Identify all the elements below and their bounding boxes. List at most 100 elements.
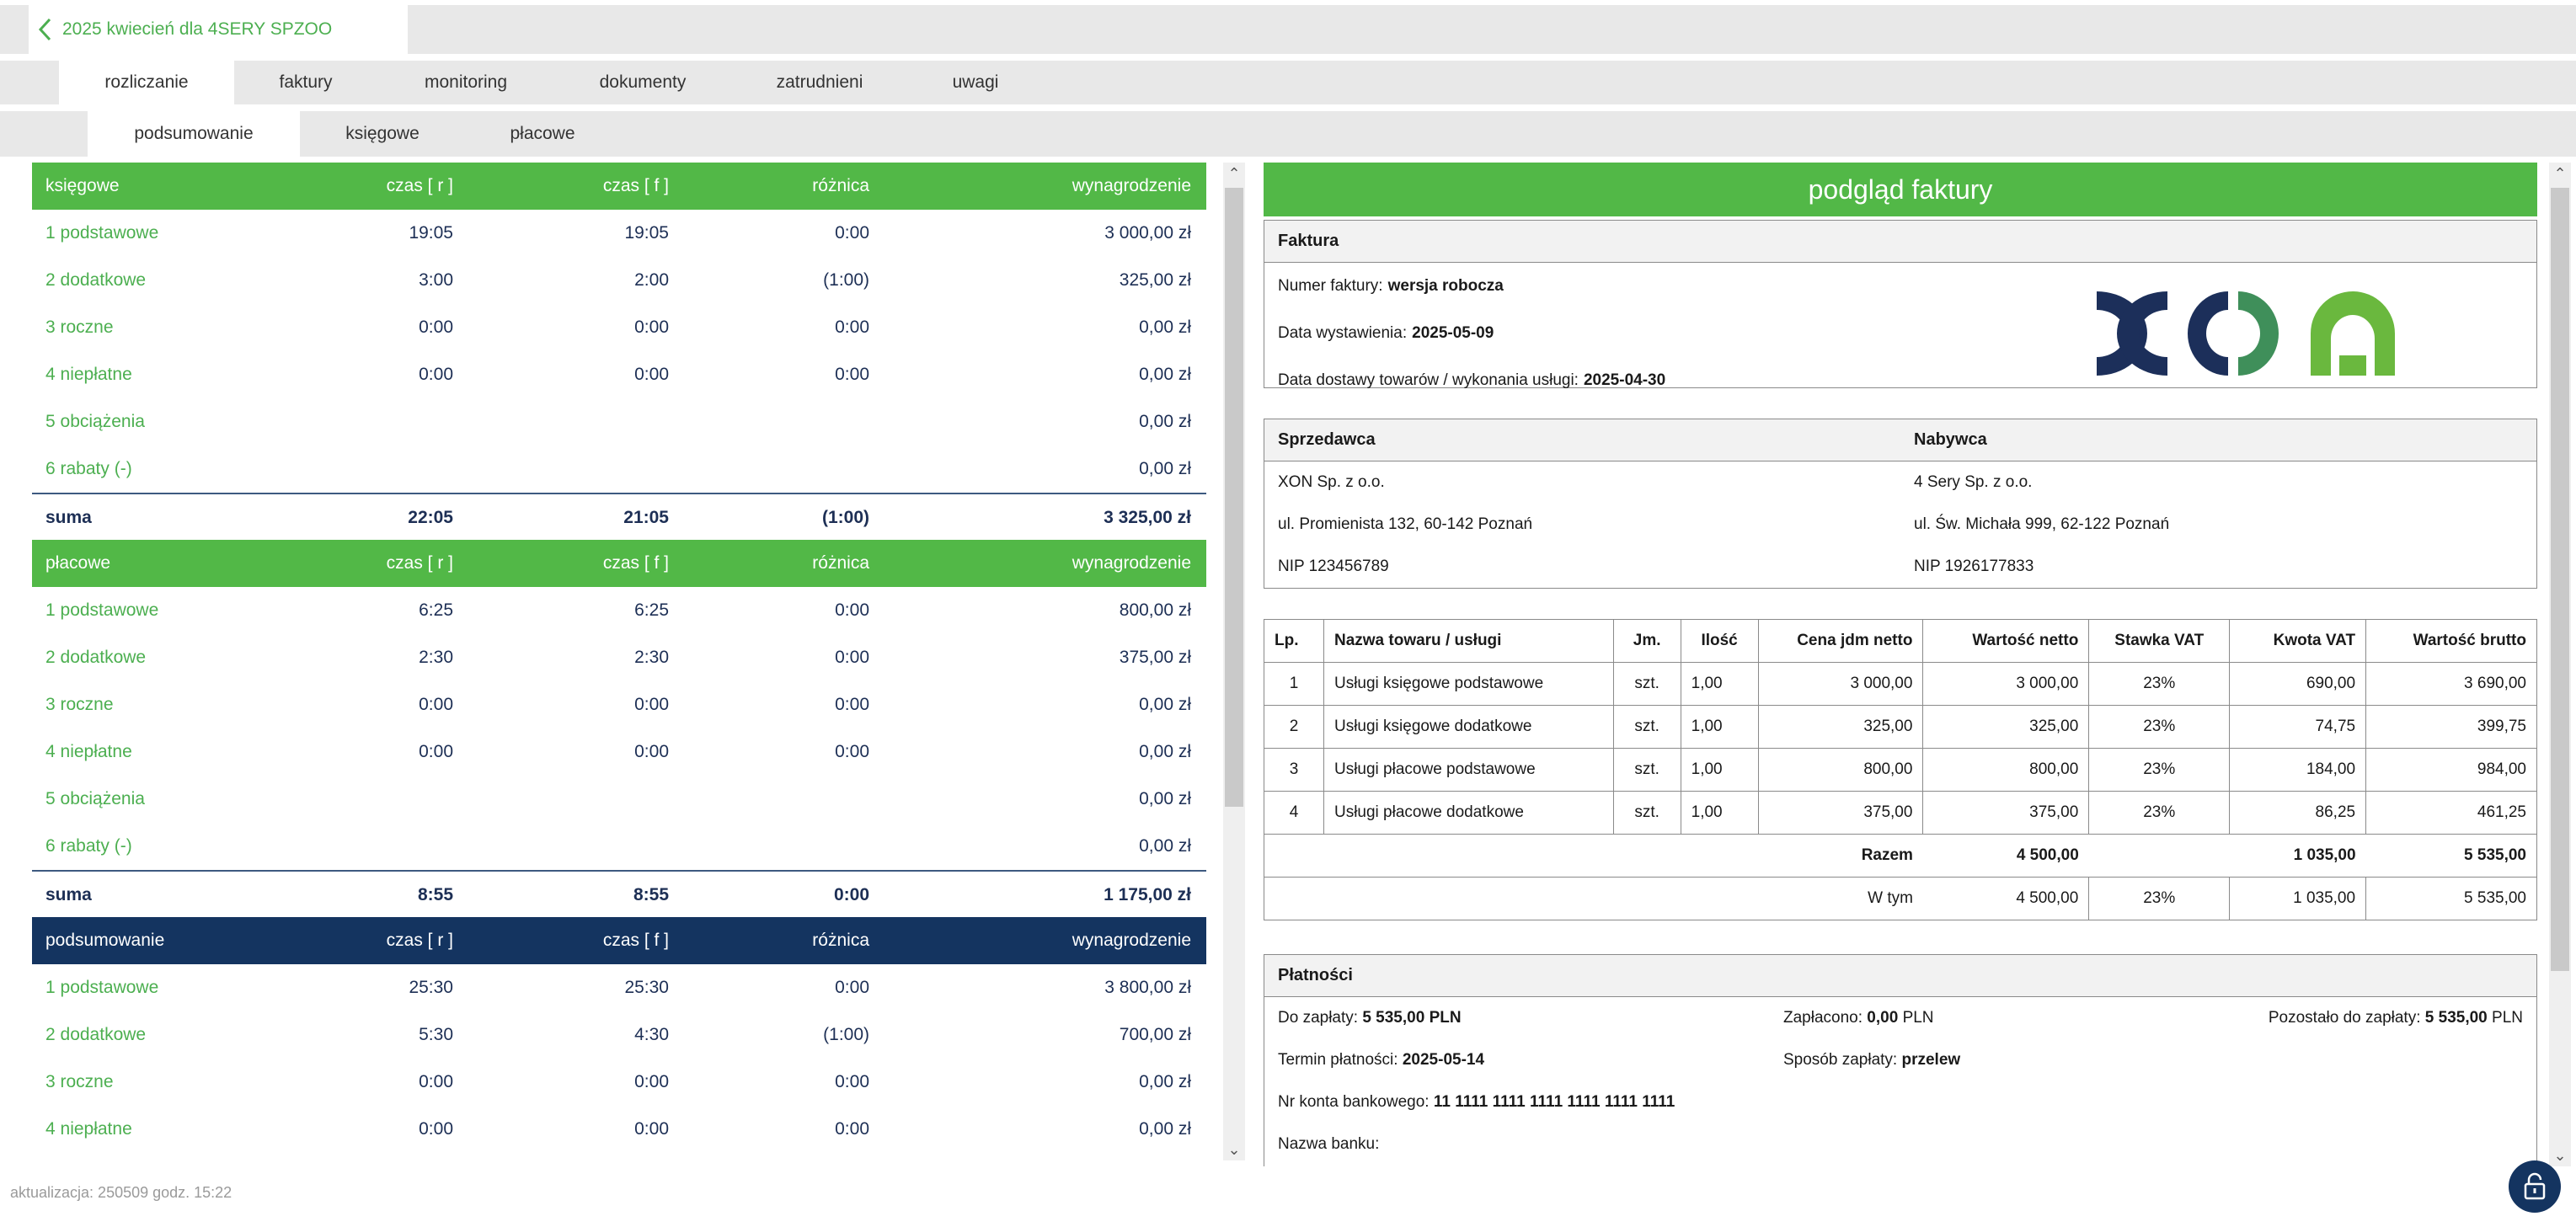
column-header: czas [ r ]: [386, 176, 453, 195]
summary-panel: księgowe czas [ r ] czas [ f ] różnica wynag…: [32, 163, 1206, 1160]
items-header-row: Lp. Nazwa towaru / usługi Jm. Ilość Cena…: [1264, 619, 2537, 663]
seller-address: ul. Promienista 132, 60-142 Poznań: [1278, 515, 1533, 533]
seller-name: XON Sp. z o.o.: [1278, 473, 1385, 491]
col-lp: Lp.: [1264, 619, 1324, 663]
invoice-preview-header: podgląd faktury: [1264, 163, 2537, 216]
row-label[interactable]: 1 podstawowe: [45, 600, 159, 620]
row-label[interactable]: 6 rabaty (-): [45, 459, 132, 478]
payment-terms: Termin płatności: 2025-05-14 Sposób zapł…: [1264, 1039, 2536, 1081]
table-row: 2 Usługi księgowe dodatkowe szt. 1,00 325,00…: [1264, 705, 2537, 749]
sum-value: 21:05: [623, 508, 669, 527]
row-value: 0:00: [835, 1072, 869, 1091]
row-value: 3:00: [419, 270, 453, 290]
col-vat-rate: Stawka VAT: [2088, 619, 2231, 663]
row-label[interactable]: 6 rabaty (-): [45, 836, 132, 856]
item-cell: 86,25: [2229, 791, 2367, 835]
item-cell: 3: [1264, 748, 1324, 792]
item-cell: 3 000,00: [1757, 662, 1924, 706]
row-value: 0:00: [835, 978, 869, 997]
including-label: W tym: [1264, 877, 1923, 920]
parties-box: Sprzedawca XON Sp. z o.o. ul. Promienist…: [1264, 419, 2537, 589]
row-value: 0:00: [419, 1072, 453, 1091]
tab-dokumenty[interactable]: dokumenty: [599, 72, 687, 92]
tab-monitoring[interactable]: monitoring: [424, 72, 508, 92]
tab-faktury[interactable]: faktury: [279, 72, 333, 92]
tab-uwagi[interactable]: uwagi: [952, 72, 999, 92]
left-scrollbar[interactable]: ⌃ ⌄: [1223, 163, 1245, 1160]
item-cell: 375,00: [1922, 791, 2090, 835]
subtab-ksiegowe[interactable]: księgowe: [345, 124, 420, 143]
row-value: 0,00 zł: [1139, 365, 1191, 384]
table-row: 2 dodatkowe 3:00 2:00 (1:00) 325,00 zł: [32, 257, 1206, 304]
invoice-scrollbar[interactable]: ⌃ ⌄: [2549, 163, 2571, 1166]
item-cell: 690,00: [2229, 662, 2367, 706]
subtab-placowe[interactable]: płacowe: [510, 124, 575, 143]
tab-rozliczanie[interactable]: rozliczanie: [59, 61, 234, 104]
item-cell: 399,75: [2365, 705, 2537, 749]
sum-value: 22:05: [408, 508, 453, 527]
item-cell: szt.: [1612, 791, 1681, 835]
col-net: Wartość netto: [1922, 619, 2090, 663]
row-label[interactable]: 3 roczne: [45, 317, 114, 337]
item-cell: 800,00: [1757, 748, 1924, 792]
row-label[interactable]: 1 podstawowe: [45, 223, 159, 243]
table-row: 4 Usługi płacowe dodatkowe szt. 1,00 375,00 3…: [1264, 791, 2537, 835]
invoice-preview: podgląd faktury Faktura Numer faktury: we…: [1264, 163, 2537, 1166]
col-gross: Wartość brutto: [2365, 619, 2537, 663]
including-gross: 5 535,00: [2365, 877, 2537, 920]
row-value: 0:00: [634, 1119, 669, 1139]
row-label[interactable]: 1 podstawowe: [45, 978, 159, 997]
scroll-thumb[interactable]: [1225, 188, 1243, 807]
sum-value: 0:00: [833, 885, 869, 904]
row-label[interactable]: 3 roczne: [45, 695, 114, 714]
totals-label: Razem: [1264, 834, 1923, 878]
scroll-down-icon[interactable]: ⌄: [1227, 1140, 1241, 1158]
table-row: 4 niepłatne 0:00 0:00 0:00 0,00 zł: [32, 1106, 1206, 1153]
subtab-podsumowanie[interactable]: podsumowanie: [88, 111, 300, 157]
including-net: 4 500,00: [1922, 877, 2090, 920]
row-value: 3 000,00 zł: [1104, 223, 1191, 243]
column-header: wynagrodzenie: [1072, 931, 1191, 950]
row-label[interactable]: 4 niepłatne: [45, 365, 132, 384]
row-value: 0:00: [634, 1072, 669, 1091]
top-bar: [0, 5, 2576, 54]
row-label[interactable]: 4 niepłatne: [45, 742, 132, 761]
row-value: 0:00: [835, 695, 869, 714]
payment-amounts: Do zapłaty: 5 535,00 PLN Zapłacono: 0,00…: [1264, 997, 2536, 1039]
table-row: 3 roczne 0:00 0:00 0:00 0,00 zł: [32, 304, 1206, 351]
table-row: 2 dodatkowe 5:30 4:30 (1:00) 700,00 zł: [32, 1011, 1206, 1059]
row-value: 325,00 zł: [1119, 270, 1191, 290]
tab-zatrudnieni[interactable]: zatrudnieni: [776, 72, 863, 92]
scroll-thumb[interactable]: [2551, 188, 2569, 971]
row-value: 25:30: [624, 978, 669, 997]
row-value: 2:00: [634, 270, 669, 290]
item-cell: 23%: [2088, 705, 2231, 749]
row-label[interactable]: 2 dodatkowe: [45, 1025, 147, 1044]
row-label[interactable]: 4 niepłatne: [45, 1119, 132, 1139]
row-label[interactable]: 3 roczne: [45, 1072, 114, 1091]
item-cell: Usługi płacowe dodatkowe: [1323, 791, 1614, 835]
item-cell: 984,00: [2365, 748, 2537, 792]
item-cell: 3 690,00: [2365, 662, 2537, 706]
amount-paid: Zapłacono: 0,00 PLN: [1783, 1009, 1934, 1027]
sum-label: suma: [45, 508, 92, 527]
column-header: czas [ r ]: [386, 931, 453, 950]
items-table: Lp. Nazwa towaru / usługi Jm. Ilość Cena…: [1264, 619, 2537, 920]
row-label[interactable]: 2 dodatkowe: [45, 648, 147, 667]
back-arrow-icon[interactable]: [29, 5, 62, 54]
seller-block: Sprzedawca XON Sp. z o.o. ul. Promienist…: [1264, 419, 1900, 588]
sub-tabs: podsumowanie księgowe płacowe: [0, 111, 2576, 157]
scroll-down-icon[interactable]: ⌄: [2553, 1146, 2567, 1164]
row-label[interactable]: 5 obciążenia: [45, 789, 145, 808]
row-label[interactable]: 2 dodatkowe: [45, 270, 147, 290]
totals-net: 4 500,00: [1922, 834, 2089, 878]
lock-button[interactable]: [2509, 1160, 2561, 1213]
scroll-up-icon[interactable]: ⌃: [1227, 164, 1241, 182]
row-label[interactable]: 5 obciążenia: [45, 412, 145, 431]
row-value: 19:05: [409, 223, 453, 243]
item-cell: szt.: [1612, 662, 1681, 706]
table-row: 2 dodatkowe 2:30 2:30 0:00 375,00 zł: [32, 634, 1206, 681]
scroll-up-icon[interactable]: ⌃: [2553, 164, 2567, 182]
row-value: (1:00): [823, 270, 869, 290]
row-value: 19:05: [624, 223, 669, 243]
